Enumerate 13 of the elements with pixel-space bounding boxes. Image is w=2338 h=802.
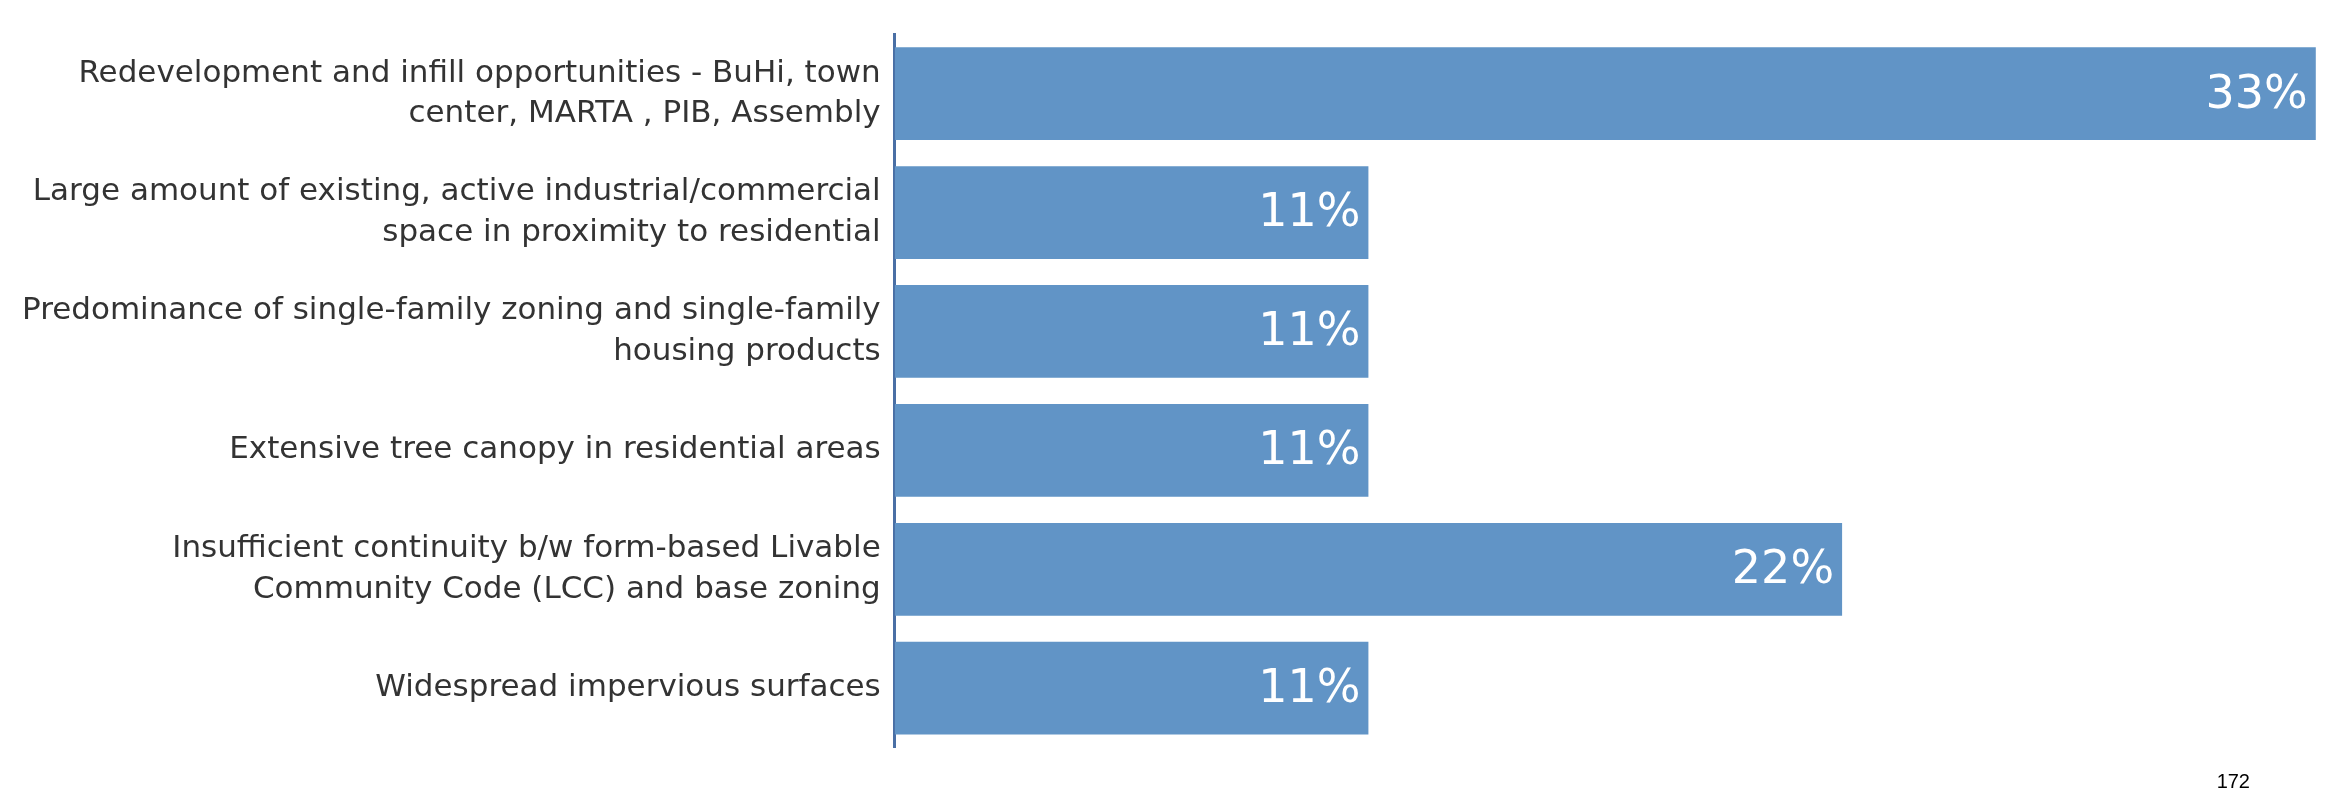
y-tick-label: Insufficient continuity b/w form-based Livable Community Code (LCC) and base zoning bbox=[172, 528, 881, 605]
data-label: 22% bbox=[1731, 540, 1835, 595]
data-label: 33% bbox=[2205, 64, 2308, 119]
y-tick-label: Extensive tree canopy in residential areas bbox=[229, 429, 881, 466]
data-label: 11% bbox=[1258, 421, 1361, 476]
y-tick-label: Widespread impervious surfaces bbox=[375, 667, 881, 704]
data-label: 11% bbox=[1258, 302, 1361, 357]
data-label: 11% bbox=[1258, 183, 1361, 238]
y-tick-label: Predominance of single-family zoning and single-family housing products bbox=[21, 290, 881, 367]
y-tick-label: Large amount of existing, active industrial/commercial space in proximity to residential bbox=[32, 171, 881, 248]
data-label: 11% bbox=[1258, 659, 1361, 714]
text: 172 bbox=[2216, 769, 2250, 792]
y-tick-label: Redevelopment and infill opportunities - BuHi, town center, MARTA , PIB, Assembly bbox=[78, 52, 881, 129]
